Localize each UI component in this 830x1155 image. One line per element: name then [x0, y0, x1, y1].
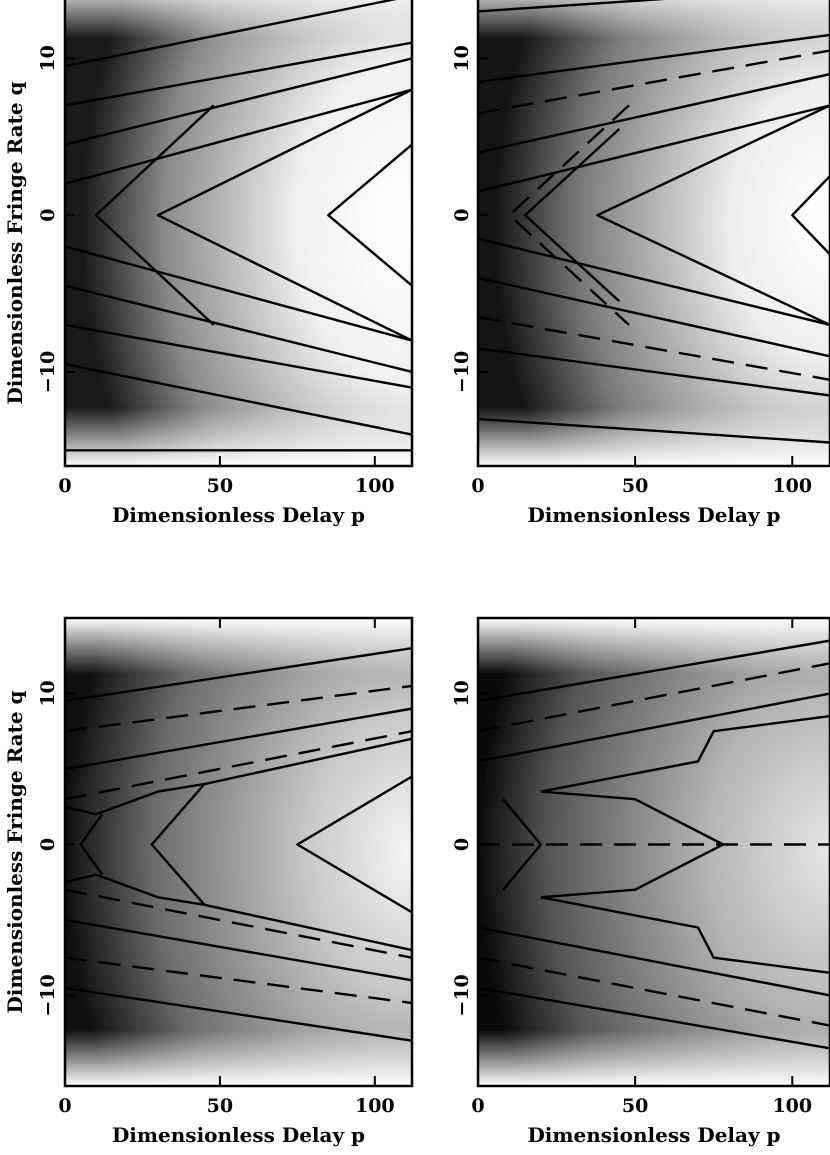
contour-dashed-5 [478, 315, 830, 381]
contour-dashed-2 [65, 684, 412, 733]
x-tick-label: 0 [471, 475, 484, 497]
plot-frame [476, 616, 830, 1088]
heatmap-edge-fade [478, 618, 830, 1086]
contour-solid-8 [540, 896, 830, 974]
y-tick-label: 0 [37, 838, 59, 851]
y-tick-label: −10 [451, 974, 473, 1016]
contour-solid-3 [65, 323, 412, 389]
contour-solid-10 [150, 783, 206, 906]
contour-dashed-10 [508, 104, 630, 326]
contour-solid-6 [478, 72, 830, 154]
x-tick-label: 0 [58, 475, 71, 497]
contour-dashed-3 [478, 956, 830, 1027]
contour-solid-7 [478, 276, 830, 358]
y-tick-label: 10 [37, 45, 59, 71]
contour-solid-5 [65, 284, 412, 374]
contour-dashed-3 [65, 956, 412, 1005]
contour-solid-6 [65, 88, 412, 185]
plot-frame [63, 616, 414, 1088]
x-axis-label: Dimensionless Delay p [527, 503, 780, 527]
contour-solid-11 [296, 775, 412, 914]
contour-solid-13 [791, 175, 830, 256]
contour-solid-10 [94, 104, 215, 326]
contour-solid-4 [65, 707, 412, 771]
x-tick-label: 50 [622, 475, 648, 497]
y-tick-label: 0 [37, 209, 59, 222]
contour-solid-0 [478, 639, 830, 703]
contour-solid-11 [523, 128, 621, 303]
y-axis-label: Dimensionless Fringe Rate q [3, 690, 27, 1013]
x-tick-label: 100 [355, 1095, 395, 1117]
contour-solid-9 [502, 798, 543, 891]
contour-solid-9 [65, 873, 412, 952]
y-tick-label: 10 [451, 45, 473, 71]
contour-solid-12 [79, 813, 104, 876]
contour-solid-0 [478, 0, 666, 13]
x-tick-label: 50 [207, 475, 233, 497]
x-tick-label: 100 [772, 475, 812, 497]
y-tick-label: −10 [451, 351, 473, 393]
contour-solid-3 [478, 347, 830, 397]
contour-group [478, 0, 830, 444]
contour-solid-9 [478, 237, 830, 327]
contour-solid-4 [478, 692, 830, 763]
heatmap-edge-fade [478, 0, 830, 466]
contour-solid-1 [478, 986, 830, 1050]
contour-solid-4 [65, 57, 412, 146]
x-tick-label: 50 [622, 1095, 648, 1117]
contour-dashed-7 [65, 888, 412, 959]
contour-solid-8 [478, 104, 830, 193]
contour-solid-5 [478, 926, 830, 997]
contour-dashed-6 [65, 730, 412, 801]
contour-solid-2 [65, 41, 412, 107]
contour-solid-0 [65, 0, 397, 68]
contour-group [65, 647, 412, 1042]
heatmap-edge-fade [65, 0, 412, 466]
x-axis-label: Dimensionless Delay p [527, 1123, 780, 1147]
plot-frame [476, 0, 830, 468]
x-tick-label: 100 [772, 1095, 812, 1117]
x-tick-label: 0 [58, 1095, 71, 1117]
contour-group [478, 639, 830, 1050]
contour-solid-0 [65, 647, 412, 703]
contour-solid-11 [156, 88, 412, 342]
y-tick-label: 10 [451, 680, 473, 706]
plot-frame [63, 0, 414, 468]
contour-dashed-2 [478, 662, 830, 733]
contour-solid-1 [478, 417, 830, 444]
contour-solid-12 [327, 143, 412, 287]
y-tick-label: −10 [37, 351, 59, 393]
y-tick-label: 10 [37, 680, 59, 706]
contour-solid-7 [540, 714, 830, 793]
contour-solid-1 [65, 362, 412, 436]
x-tick-label: 50 [207, 1095, 233, 1117]
y-tick-label: 0 [451, 209, 473, 222]
contour-solid-5 [65, 918, 412, 982]
contour-dashed-4 [478, 49, 830, 115]
x-tick-label: 0 [471, 1095, 484, 1117]
x-axis-label: Dimensionless Delay p [112, 503, 365, 527]
contour-solid-12 [596, 104, 830, 326]
contour-solid-1 [65, 986, 412, 1042]
x-axis-label: Dimensionless Delay p [112, 1123, 365, 1147]
x-tick-label: 100 [355, 475, 395, 497]
contour-group [65, 0, 412, 452]
heatmap-edge-fade [65, 618, 412, 1086]
contour-solid-2 [478, 33, 830, 84]
y-tick-label: 0 [451, 838, 473, 851]
y-axis-label: Dimensionless Fringe Rate q [3, 81, 27, 404]
contour-solid-7 [65, 245, 412, 342]
y-tick-label: −10 [37, 974, 59, 1016]
contour-solid-8 [65, 737, 412, 816]
